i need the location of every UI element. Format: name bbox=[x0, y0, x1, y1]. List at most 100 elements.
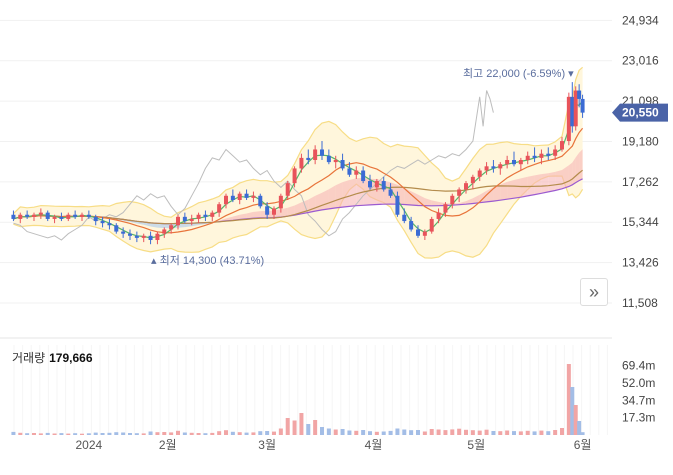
high-price-note: 최고 22,000 (-6.59%) ▾ bbox=[463, 67, 574, 80]
candle-body bbox=[402, 215, 406, 221]
volume-bar bbox=[368, 431, 372, 435]
volume-bar bbox=[491, 431, 495, 435]
volume-bar bbox=[395, 429, 399, 436]
candle-body bbox=[286, 183, 290, 196]
volume-bar bbox=[121, 433, 125, 436]
volume-bar bbox=[313, 420, 317, 435]
volume-bar bbox=[306, 424, 310, 435]
volume-bar bbox=[560, 428, 564, 435]
volume-bar bbox=[409, 430, 413, 435]
ichimoku-cloud-segment bbox=[500, 182, 507, 200]
price-tick-label: 15,344 bbox=[622, 215, 659, 229]
volume-bar bbox=[581, 432, 585, 435]
volume-bar bbox=[224, 430, 228, 435]
volume-bar bbox=[526, 431, 530, 435]
volume-bar bbox=[203, 433, 207, 435]
x-tick-label: 5월 bbox=[467, 438, 485, 452]
candle-body bbox=[114, 225, 118, 231]
candle-body bbox=[279, 196, 283, 209]
volume-bar bbox=[114, 432, 118, 435]
candle-body bbox=[190, 219, 194, 221]
candle-body bbox=[526, 156, 530, 160]
candle-body bbox=[32, 215, 36, 217]
candle-body bbox=[581, 99, 585, 113]
candle-body bbox=[258, 196, 262, 207]
bollinger-band-fill bbox=[13, 67, 582, 258]
ichimoku-cloud-segment bbox=[315, 193, 322, 211]
candle-body bbox=[409, 221, 413, 229]
volume-bar bbox=[443, 430, 447, 435]
volume-bar bbox=[299, 413, 303, 435]
candle-body bbox=[416, 229, 420, 235]
volume-bar bbox=[231, 432, 235, 435]
volume-bar bbox=[471, 430, 475, 435]
volume-bar bbox=[539, 431, 543, 435]
ichimoku-cloud-segment bbox=[576, 153, 579, 183]
volume-bar bbox=[162, 432, 166, 435]
candle-body bbox=[203, 215, 207, 217]
candle-body bbox=[265, 206, 269, 214]
candle-body bbox=[505, 160, 509, 164]
candle-body bbox=[577, 91, 581, 99]
candle-body bbox=[395, 196, 399, 215]
ichimoku-cloud-segment bbox=[569, 163, 572, 187]
volume-tick-label: 17.3m bbox=[622, 411, 655, 425]
volume-bar bbox=[128, 433, 132, 435]
ichimoku-cloud-segment bbox=[548, 172, 555, 192]
volume-bar bbox=[347, 431, 351, 436]
volume-bar bbox=[375, 432, 379, 435]
volume-bar bbox=[251, 432, 255, 435]
candle-body bbox=[231, 196, 235, 200]
candle-body bbox=[135, 236, 139, 238]
x-tick-label: 4월 bbox=[365, 438, 383, 452]
candle-body bbox=[142, 236, 146, 238]
price-tick-label: 11,508 bbox=[622, 296, 658, 310]
volume-bar bbox=[39, 433, 43, 435]
volume-bar bbox=[66, 434, 70, 435]
volume-bar bbox=[546, 431, 550, 435]
candle-body bbox=[197, 215, 201, 219]
volume-bar bbox=[210, 433, 214, 435]
candle-body bbox=[382, 181, 386, 189]
candle-body bbox=[94, 217, 98, 221]
candle-body bbox=[485, 166, 489, 170]
volume-title-value: 179,666 bbox=[49, 351, 92, 365]
candle-body bbox=[18, 215, 22, 219]
ichimoku-cloud-segment bbox=[322, 189, 329, 210]
volume-bar bbox=[464, 430, 468, 435]
price-tick-label: 17,262 bbox=[622, 175, 659, 189]
x-tick-label: 6월 bbox=[574, 438, 592, 452]
candle-body bbox=[464, 183, 468, 189]
candle-body bbox=[539, 154, 543, 158]
ichimoku-cloud-segment bbox=[579, 149, 583, 180]
volume-bar bbox=[238, 432, 242, 435]
volume-bar bbox=[279, 429, 283, 436]
candle-body bbox=[73, 215, 77, 217]
candle-body bbox=[574, 91, 578, 127]
volume-bar bbox=[258, 431, 262, 435]
volume-bar bbox=[498, 431, 502, 435]
ichimoku-cloud-segment bbox=[349, 178, 356, 206]
volume-bar bbox=[341, 429, 345, 435]
volume-tick-label: 52.0m bbox=[622, 376, 655, 390]
volume-bar bbox=[437, 430, 441, 436]
candle-body bbox=[11, 215, 15, 219]
candle-body bbox=[238, 194, 242, 200]
price-tick-label: 19,180 bbox=[622, 134, 659, 148]
candle-body bbox=[25, 215, 29, 217]
candle-body bbox=[368, 181, 372, 187]
ichimoku-cloud-segment bbox=[555, 170, 562, 191]
volume-bar bbox=[485, 430, 489, 435]
candle-body bbox=[457, 189, 461, 195]
volume-tick-label: 34.7m bbox=[622, 393, 655, 407]
ichimoku-cloud-segment bbox=[336, 182, 343, 208]
volume-bar bbox=[382, 432, 386, 436]
candle-body bbox=[293, 168, 297, 183]
volume-bar bbox=[570, 387, 574, 435]
volume-bar bbox=[272, 432, 276, 435]
expand-chart-button[interactable]: » bbox=[580, 278, 608, 306]
candle-body bbox=[491, 166, 495, 168]
volume-bar bbox=[217, 431, 221, 435]
volume-bar bbox=[183, 433, 187, 436]
